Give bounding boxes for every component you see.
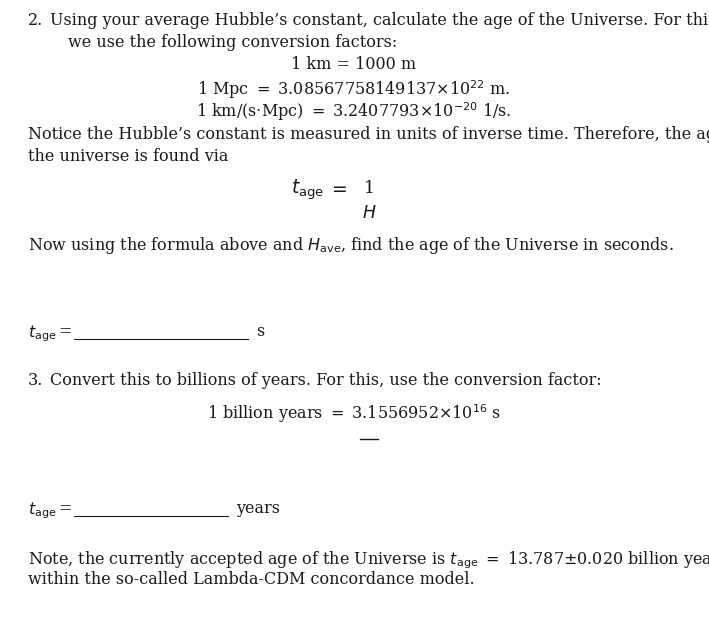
Text: 1: 1 [364, 180, 374, 197]
Text: Convert this to billions of years. For this, use the conversion factor:: Convert this to billions of years. For t… [50, 372, 602, 389]
Text: 3.: 3. [28, 372, 43, 389]
Text: =: = [58, 323, 72, 340]
Text: within the so-called Lambda-CDM concordance model.: within the so-called Lambda-CDM concorda… [28, 571, 474, 588]
Text: $=$: $=$ [328, 178, 347, 197]
Text: $t_{\mathrm{age}}$: $t_{\mathrm{age}}$ [28, 323, 57, 344]
Text: s: s [256, 323, 264, 340]
Text: we use the following conversion factors:: we use the following conversion factors: [68, 34, 397, 51]
Text: years: years [236, 500, 280, 517]
Text: the universe is found via: the universe is found via [28, 148, 228, 165]
Text: $t_{\mathrm{age}}$: $t_{\mathrm{age}}$ [28, 500, 57, 521]
Text: Note, the currently accepted age of the Universe is $t_{\mathrm{age}}$ $=$ 13.78: Note, the currently accepted age of the … [28, 549, 709, 571]
Text: Notice the Hubble’s constant is measured in units of inverse time. Therefore, th: Notice the Hubble’s constant is measured… [28, 126, 709, 143]
Text: $t_{\mathrm{age}}$: $t_{\mathrm{age}}$ [291, 178, 324, 202]
Text: 1 billion years $=$ 3.1556952$\times$10$^{16}$ s: 1 billion years $=$ 3.1556952$\times$10$… [207, 402, 501, 424]
Text: Using your average Hubble’s constant, calculate the age of the Universe. For thi: Using your average Hubble’s constant, ca… [50, 12, 709, 29]
Text: $H$: $H$ [362, 204, 376, 222]
Text: 1 Mpc $=$ 3.08567758149137$\times$10$^{22}$ m.: 1 Mpc $=$ 3.08567758149137$\times$10$^{2… [197, 78, 510, 101]
Text: 1 km/(s$\cdot$Mpc) $=$ 3.2407793$\times$10$^{-20}$ 1/s.: 1 km/(s$\cdot$Mpc) $=$ 3.2407793$\times$… [196, 100, 512, 123]
Text: 2.: 2. [28, 12, 43, 29]
Text: Now using the formula above and $H_{\mathrm{ave}}$, find the age of the Universe: Now using the formula above and $H_{\mat… [28, 235, 674, 256]
Text: 1 km = 1000 m: 1 km = 1000 m [291, 56, 417, 73]
Text: =: = [58, 500, 72, 517]
